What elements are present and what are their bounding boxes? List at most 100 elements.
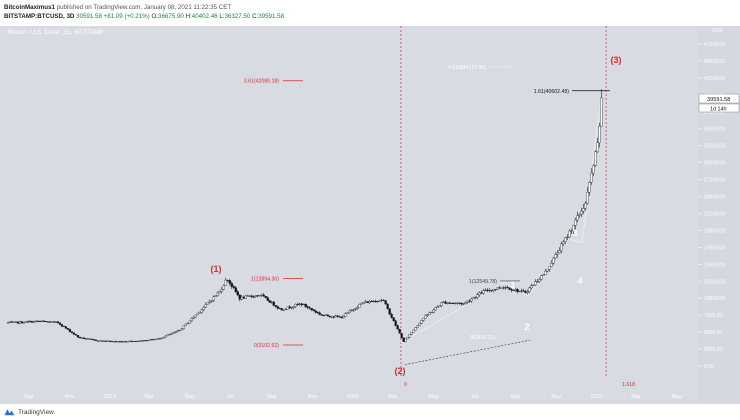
candle-body (88, 338, 91, 340)
candle-body (150, 339, 153, 341)
wave-label: 3 (572, 228, 577, 238)
price-tick-label: 2500.00 (704, 347, 722, 353)
candle-body (352, 309, 355, 311)
candle-body (320, 314, 323, 316)
candle-body (516, 289, 519, 292)
candle-body (410, 332, 413, 335)
candle-body (596, 142, 599, 152)
candle-body (22, 322, 26, 324)
open-label: O: (151, 13, 159, 20)
candle-body (228, 280, 231, 284)
candle-body (554, 254, 557, 259)
candle-body (386, 303, 389, 309)
candle-body (62, 326, 66, 327)
candle-body (142, 340, 145, 342)
candle-body (300, 303, 303, 305)
candle-body (210, 300, 213, 302)
candle-body (426, 314, 429, 316)
candle-body (226, 279, 229, 281)
candle-body (522, 290, 525, 292)
candle-body (208, 301, 211, 303)
tradingview-brand[interactable]: TradingView (18, 408, 54, 416)
tradingview-logo-icon (4, 409, 15, 416)
candle-body (468, 300, 471, 302)
candle-body (234, 287, 237, 292)
candle-body (134, 340, 137, 342)
price-chart[interactable]: Bitcoin / U.S. Dollar, 3D, BITSTAMP 4750… (0, 26, 740, 404)
candle-body (248, 295, 251, 297)
candle-body (388, 308, 391, 315)
candle-body (128, 340, 131, 342)
candle-body (284, 308, 287, 311)
price-axis-panel[interactable] (698, 26, 740, 404)
candle-body (392, 317, 395, 321)
candle-body (428, 312, 431, 315)
candle-body (108, 340, 111, 342)
candle-body (302, 304, 305, 305)
wave-label: 1 (510, 280, 515, 290)
fib-label: 1.618 (622, 382, 635, 388)
fib-label: 0(3816.21) (470, 335, 495, 341)
author-name[interactable]: BitcoinMaximus1 (4, 4, 55, 11)
candle-body (162, 336, 165, 339)
candle-body (508, 287, 511, 290)
annotation-labels: (1) (2) (3) 1 2 3 4 3.61(42080.18) 1(12894.30) 0(… (211, 55, 636, 388)
price-tick-label: 10000.00 (704, 296, 725, 302)
fib-label: 3.61(42080.18) (244, 79, 279, 85)
candle-body (592, 165, 595, 174)
candle-body (526, 291, 529, 293)
candle-body (182, 325, 185, 329)
candle-body (532, 284, 535, 286)
candle-body (144, 340, 147, 342)
candle-body (118, 341, 121, 343)
candle-body (238, 294, 241, 300)
candle-body (436, 306, 439, 308)
candle-body (496, 287, 499, 290)
fib-label: 1(12894.30) (251, 277, 279, 283)
candle-body (158, 338, 161, 340)
time-tick-label: Jul (471, 394, 478, 400)
footer: TradingView (4, 406, 54, 418)
candle-body (326, 314, 329, 317)
candle-body (8, 321, 12, 323)
candle-body (538, 279, 541, 282)
time-tick-label: Mar (145, 394, 154, 400)
time-tick-label: Nov (551, 394, 561, 400)
price-tick-label: 5000.00 (704, 330, 722, 336)
candle-body (242, 296, 245, 299)
candle-body (264, 296, 267, 298)
candle-body (332, 316, 335, 318)
candle-body (72, 332, 76, 335)
candle-body (68, 329, 72, 332)
candle-body (444, 301, 447, 304)
candle-body (36, 320, 40, 322)
price-tick-label: 37500.00 (704, 110, 725, 116)
candle-body (528, 287, 531, 292)
plot-area[interactable] (0, 26, 698, 404)
candle-body (224, 279, 227, 286)
candle-body (254, 295, 257, 298)
price-change: +81.09 (+0.21%) (103, 13, 150, 20)
candle-body (154, 338, 157, 340)
candle-body (524, 291, 527, 293)
candle-body (38, 320, 42, 322)
candle-body (374, 300, 377, 303)
candle-body (406, 337, 409, 340)
candle-body (54, 321, 58, 323)
candle-body (588, 182, 591, 193)
candle-body (556, 252, 559, 255)
candle-body (140, 340, 143, 342)
candle-body (172, 332, 175, 334)
candle-body (512, 289, 515, 291)
candle-body (280, 308, 283, 311)
last-price-tag-label: 39591.58 (707, 97, 730, 103)
price-axis-ticks: 47500.0045000.0042500.0040000.0037500.00… (698, 42, 725, 370)
candle-body (544, 270, 547, 275)
candle-body (286, 306, 289, 310)
candle-body (382, 299, 385, 301)
candle-body (500, 287, 503, 289)
publish-info: published on TradingView.com, January 08… (56, 4, 232, 11)
candle-body (580, 211, 583, 215)
price-tick-label: 27500.00 (704, 178, 725, 184)
candle-body (462, 303, 465, 305)
